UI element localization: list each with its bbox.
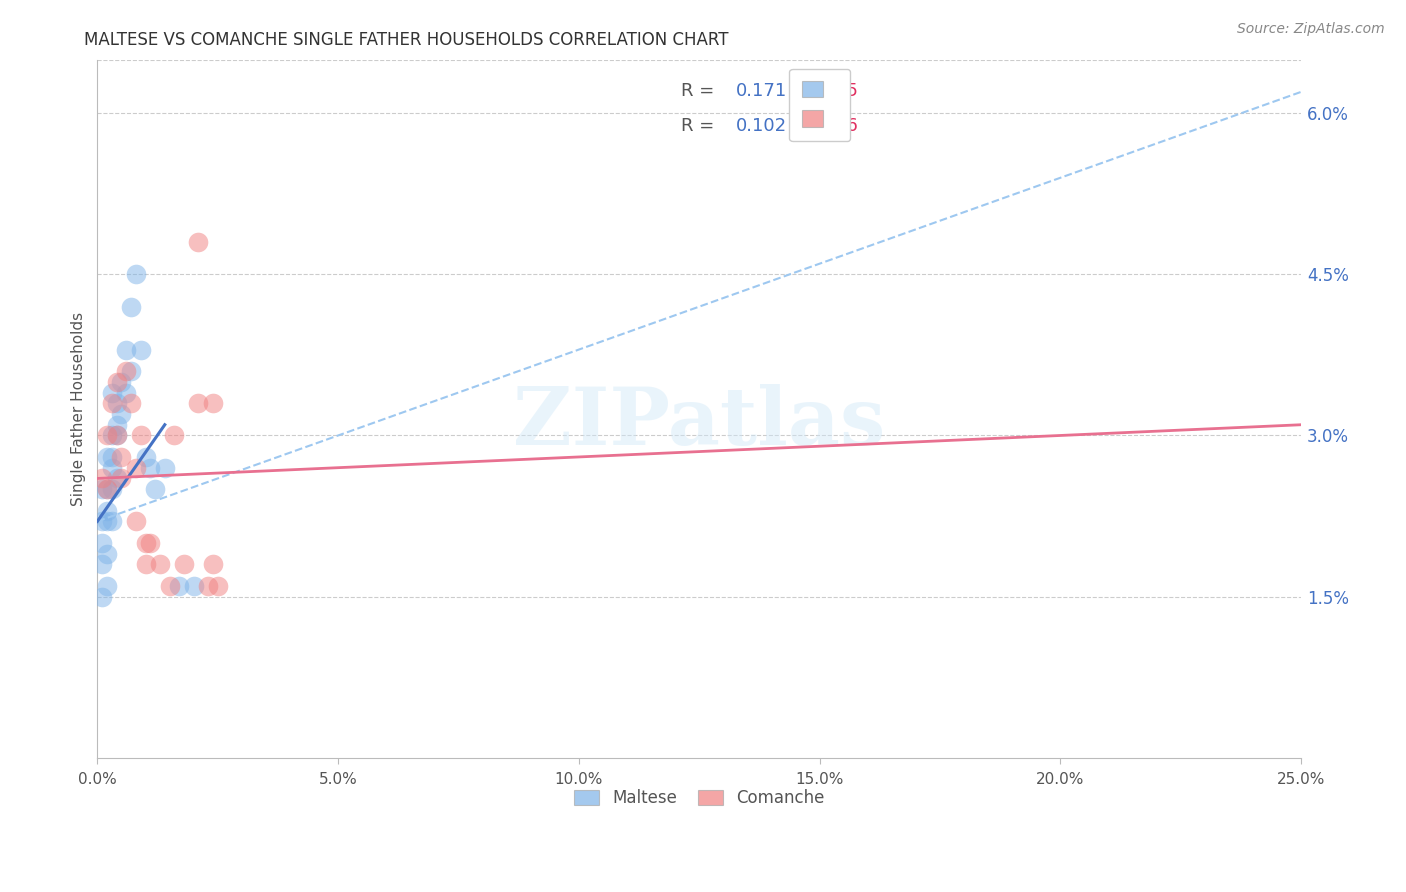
Point bbox=[120, 364, 142, 378]
Point bbox=[96, 579, 118, 593]
Point bbox=[139, 460, 162, 475]
Text: N =: N = bbox=[796, 117, 835, 135]
Point bbox=[110, 407, 132, 421]
Point bbox=[149, 558, 172, 572]
Point bbox=[101, 482, 124, 496]
Point bbox=[105, 428, 128, 442]
Point bbox=[187, 235, 209, 249]
Text: 26: 26 bbox=[835, 117, 858, 135]
Text: R =: R = bbox=[682, 117, 725, 135]
Point bbox=[96, 503, 118, 517]
Point bbox=[125, 460, 148, 475]
Point bbox=[91, 536, 114, 550]
Point bbox=[115, 343, 138, 357]
Point bbox=[96, 428, 118, 442]
Point bbox=[96, 450, 118, 464]
Point bbox=[134, 558, 156, 572]
Point bbox=[101, 515, 124, 529]
Text: ZIPatlas: ZIPatlas bbox=[513, 384, 886, 461]
Point bbox=[91, 471, 114, 485]
Point bbox=[110, 375, 132, 389]
Point bbox=[96, 515, 118, 529]
Point bbox=[91, 515, 114, 529]
Point bbox=[105, 396, 128, 410]
Text: MALTESE VS COMANCHE SINGLE FATHER HOUSEHOLDS CORRELATION CHART: MALTESE VS COMANCHE SINGLE FATHER HOUSEH… bbox=[84, 31, 728, 49]
Point bbox=[163, 428, 186, 442]
Point bbox=[129, 343, 152, 357]
Point bbox=[110, 471, 132, 485]
Text: 0.102: 0.102 bbox=[735, 117, 786, 135]
Legend: Maltese, Comanche: Maltese, Comanche bbox=[567, 781, 832, 815]
Point bbox=[101, 385, 124, 400]
Point bbox=[173, 558, 195, 572]
Point bbox=[105, 417, 128, 432]
Point bbox=[134, 450, 156, 464]
Point bbox=[101, 428, 124, 442]
Point bbox=[159, 579, 181, 593]
Point bbox=[115, 385, 138, 400]
Point bbox=[120, 300, 142, 314]
Point bbox=[125, 515, 148, 529]
Point bbox=[201, 396, 224, 410]
Point bbox=[134, 536, 156, 550]
Point bbox=[207, 579, 229, 593]
Point bbox=[129, 428, 152, 442]
Point bbox=[105, 428, 128, 442]
Point bbox=[110, 450, 132, 464]
Text: N =: N = bbox=[796, 82, 835, 100]
Point bbox=[139, 536, 162, 550]
Point bbox=[153, 460, 176, 475]
Point bbox=[96, 482, 118, 496]
Point bbox=[187, 396, 209, 410]
Point bbox=[125, 268, 148, 282]
Point bbox=[101, 460, 124, 475]
Point bbox=[105, 471, 128, 485]
Text: R =: R = bbox=[682, 82, 725, 100]
Point bbox=[91, 558, 114, 572]
Point bbox=[101, 450, 124, 464]
Point bbox=[115, 364, 138, 378]
Point bbox=[143, 482, 166, 496]
Point bbox=[96, 482, 118, 496]
Point bbox=[101, 396, 124, 410]
Text: 0.171: 0.171 bbox=[735, 82, 787, 100]
Text: Source: ZipAtlas.com: Source: ZipAtlas.com bbox=[1237, 22, 1385, 37]
Text: 35: 35 bbox=[835, 82, 858, 100]
Point bbox=[105, 375, 128, 389]
Point bbox=[96, 547, 118, 561]
Point bbox=[91, 482, 114, 496]
Point bbox=[197, 579, 219, 593]
Point bbox=[183, 579, 205, 593]
Point bbox=[91, 590, 114, 604]
Point bbox=[120, 396, 142, 410]
Point bbox=[201, 558, 224, 572]
Y-axis label: Single Father Households: Single Father Households bbox=[72, 311, 86, 506]
Point bbox=[167, 579, 190, 593]
